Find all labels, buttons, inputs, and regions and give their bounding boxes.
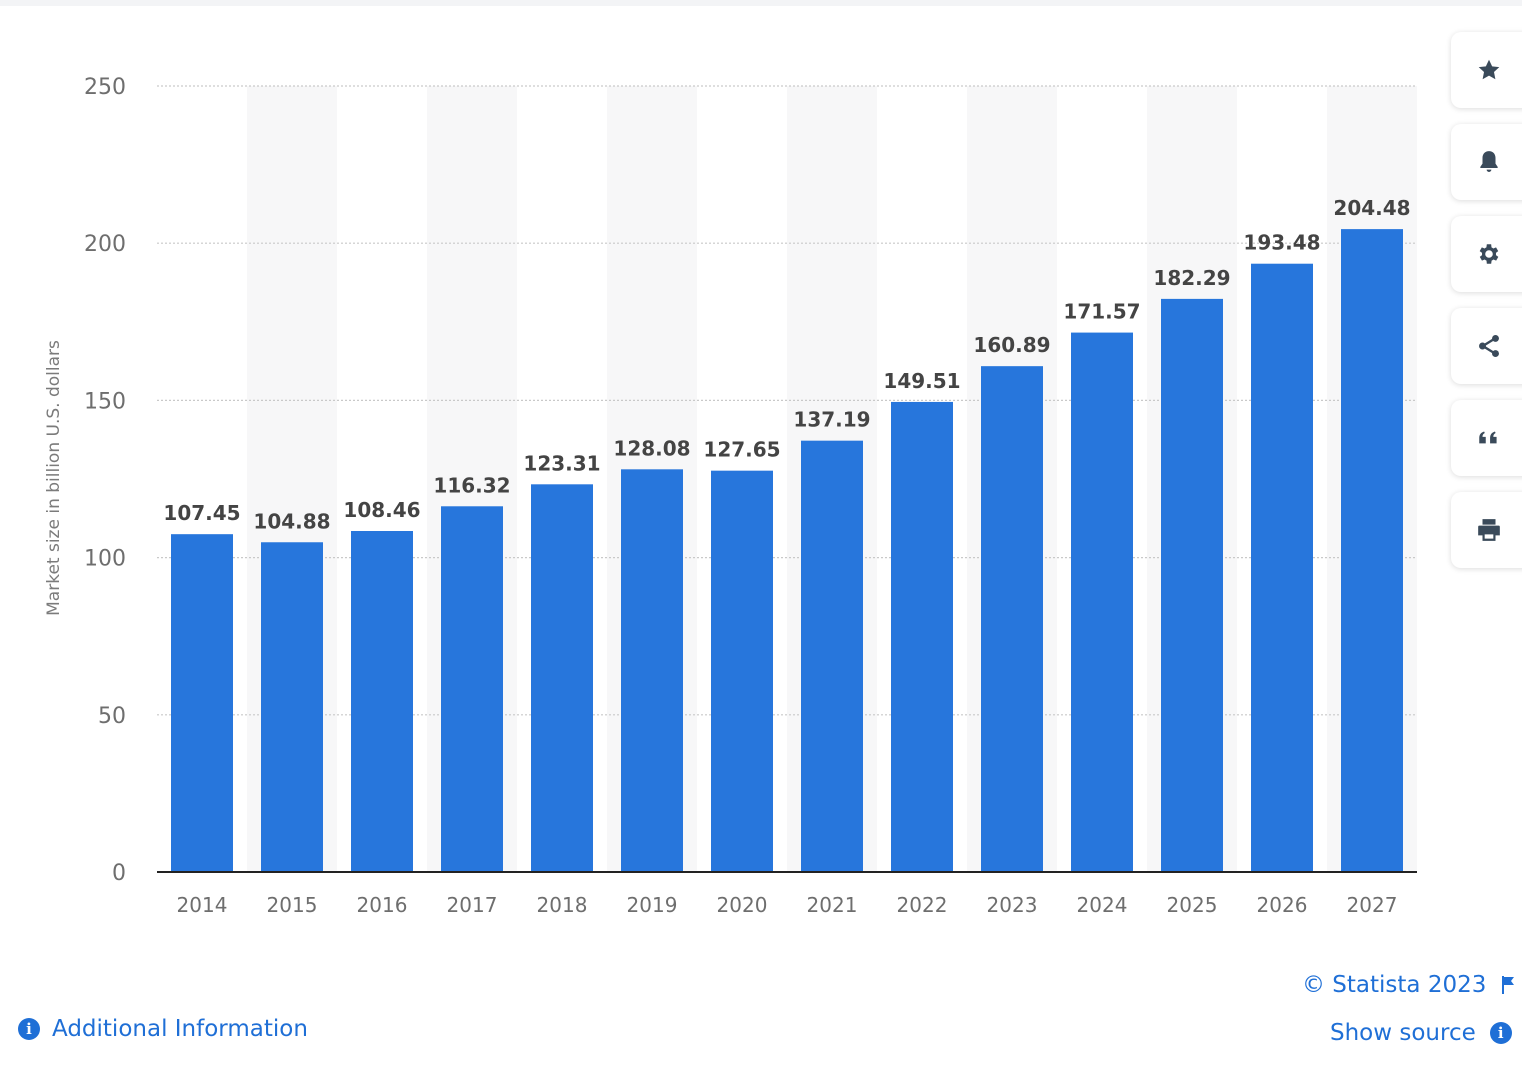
data-label: 182.29: [1153, 266, 1230, 290]
data-label: 137.19: [793, 408, 870, 432]
x-tick-label: 2023: [987, 893, 1038, 917]
data-label: 149.51: [883, 369, 960, 393]
data-label: 104.88: [253, 509, 330, 533]
bar: [621, 469, 683, 872]
y-tick-label: 200: [84, 232, 126, 257]
y-tick-label: 150: [84, 389, 126, 414]
y-tick-label: 0: [112, 861, 126, 886]
chart-toolbar: [1451, 32, 1522, 584]
gear-icon: [1479, 244, 1499, 264]
data-label: 193.48: [1243, 231, 1320, 255]
bar: [1161, 298, 1223, 872]
copyright-text: © Statista 2023: [1302, 972, 1487, 998]
data-label: 204.48: [1333, 196, 1410, 220]
bar: [711, 470, 773, 872]
bar: [261, 542, 323, 872]
data-label: 108.46: [343, 498, 420, 522]
x-tick-label: 2016: [357, 893, 408, 917]
y-tick-label: 100: [84, 547, 126, 572]
bar: [891, 401, 953, 872]
x-tick-label: 2022: [897, 893, 948, 917]
x-tick-label: 2027: [1347, 893, 1398, 917]
bar: [441, 506, 503, 872]
data-label: 107.45: [163, 501, 240, 525]
bar: [1071, 332, 1133, 872]
print-icon: [1478, 519, 1500, 541]
bar-chart: 107.45 104.88 108.46 116.32 123.31 128.08 127.…: [84, 75, 1417, 917]
x-tick-label: 2017: [447, 893, 498, 917]
data-label: 171.57: [1063, 300, 1140, 324]
y-tick-label: 250: [84, 75, 126, 100]
data-label: 116.32: [433, 473, 510, 497]
data-label: 127.65: [703, 438, 780, 462]
quote-icon: [1479, 431, 1497, 444]
y-axis-label: Market size in billion U.S. dollars: [44, 340, 64, 616]
info-icon: i: [1489, 1022, 1512, 1044]
star-icon: [1478, 59, 1500, 80]
x-tick-label: 2020: [717, 893, 768, 917]
x-tick-label: 2024: [1077, 893, 1128, 917]
notification-button[interactable]: [1451, 124, 1522, 200]
bell-icon: [1480, 151, 1498, 172]
bar: [1251, 263, 1313, 873]
bar: [1341, 229, 1403, 873]
bar: [351, 531, 413, 872]
x-tick-label: 2015: [267, 893, 318, 917]
data-label: 123.31: [523, 451, 600, 475]
flag-icon: [1502, 976, 1515, 994]
x-tick-label: 2026: [1257, 893, 1308, 917]
data-label: 128.08: [613, 436, 690, 460]
share-icon: [1479, 334, 1499, 358]
data-label: 160.89: [973, 333, 1050, 357]
x-tick-label: 2019: [627, 893, 678, 917]
copyright-link[interactable]: © Statista 2023: [1302, 972, 1516, 998]
cite-button[interactable]: [1451, 400, 1522, 476]
share-button[interactable]: [1451, 308, 1522, 384]
bar: [171, 534, 233, 872]
x-tick-label: 2014: [177, 893, 228, 917]
bar: [801, 440, 863, 872]
show-source-text: Show source: [1330, 1020, 1476, 1046]
info-icon: i: [18, 1018, 40, 1040]
x-tick-label: 2018: [537, 893, 588, 917]
settings-button[interactable]: [1451, 216, 1522, 292]
top-divider: [0, 0, 1522, 6]
additional-information-text: Additional Information: [52, 1016, 308, 1042]
print-button[interactable]: [1451, 492, 1522, 568]
additional-information-link[interactable]: i Additional Information: [18, 1016, 308, 1042]
show-source-link[interactable]: Show source i: [1330, 1020, 1512, 1046]
bar: [981, 366, 1043, 872]
x-tick-label: 2025: [1167, 893, 1218, 917]
x-tick-label: 2021: [807, 893, 858, 917]
favorite-button[interactable]: [1451, 32, 1522, 108]
y-tick-label: 50: [98, 704, 126, 729]
bar: [531, 484, 593, 872]
